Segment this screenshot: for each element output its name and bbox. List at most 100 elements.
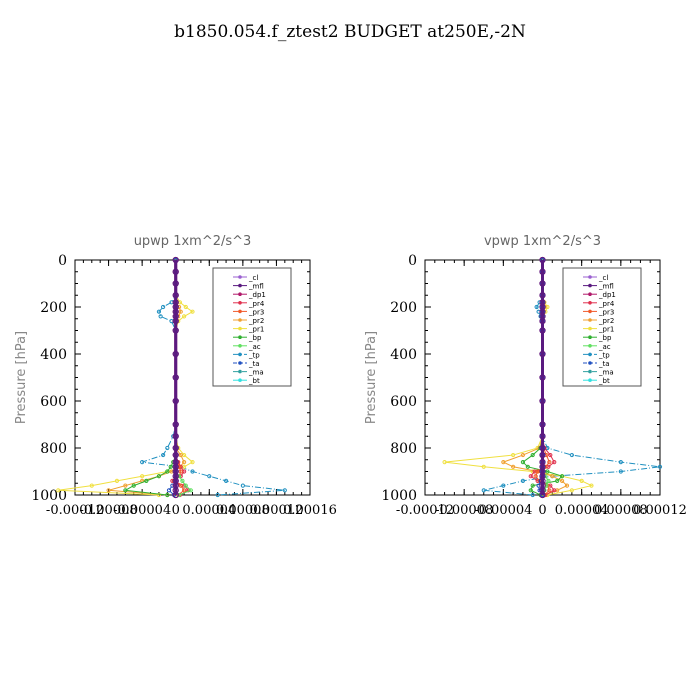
y-tick-label: 600 <box>390 394 417 410</box>
x-tick-label: -0.00008 <box>435 503 493 518</box>
data-point-pr1 <box>114 478 120 483</box>
legend-label-pr2: _pr2 <box>248 317 264 325</box>
data-point-mfl <box>172 374 179 381</box>
data-point-mfl <box>172 292 179 299</box>
x-tick-label: 0 <box>172 503 180 518</box>
legend-box <box>212 267 292 387</box>
data-point-mfl <box>539 433 546 440</box>
legend-label-ta: _ta <box>248 360 260 368</box>
y-tick-label: 400 <box>40 347 67 363</box>
data-point-tp <box>156 309 162 314</box>
legend-marker-tp <box>588 352 592 357</box>
data-point-pr2 <box>182 460 187 465</box>
data-point-pr2 <box>520 452 526 458</box>
legend-label-pr1: _pr1 <box>598 326 614 334</box>
data-point-mfl <box>539 256 546 264</box>
data-point-mfl <box>172 473 179 480</box>
data-point-mfl <box>172 433 179 440</box>
data-point-tp <box>161 304 166 310</box>
data-point-ac <box>176 492 182 498</box>
legend-marker-pr3 <box>588 309 592 314</box>
legend-marker-pr4 <box>238 301 242 305</box>
legend-label-bt: _bt <box>598 377 610 385</box>
data-point-mfl <box>539 491 546 499</box>
legend-label-mfl: _mfl <box>598 283 614 291</box>
data-point-ac <box>188 488 193 493</box>
data-point-bp <box>545 469 550 474</box>
legend-marker-dp1 <box>588 292 592 297</box>
data-point-pr3 <box>547 460 552 465</box>
data-point-pr2 <box>511 464 516 469</box>
legend-label-cl: _cl <box>598 274 608 282</box>
data-point-pr3 <box>178 483 183 488</box>
data-point-bp <box>168 464 173 469</box>
data-point-mfl <box>172 256 179 264</box>
legend-marker-cl <box>238 275 242 279</box>
data-point-tp <box>207 474 212 479</box>
data-point-bp <box>165 492 170 498</box>
legend-label-ma: _ma <box>248 369 264 377</box>
data-point-tp <box>215 492 220 498</box>
data-point-bp <box>156 474 162 479</box>
data-point-tp <box>618 469 623 474</box>
legend-label-dp1: _dp1 <box>598 291 616 299</box>
legend-marker-bt <box>588 378 592 383</box>
legend-label-pr3: _pr3 <box>598 308 614 316</box>
data-point-pr2 <box>123 483 128 488</box>
y-tick-label: 0 <box>408 253 417 269</box>
legend-label-tp: _tp <box>598 351 610 359</box>
data-point-mfl <box>172 421 179 428</box>
data-point-mfl <box>172 482 179 489</box>
series-line-pr2 <box>502 260 568 496</box>
data-point-mfl <box>539 482 546 489</box>
y-tick-label: 1000 <box>381 488 417 504</box>
data-point-pr1 <box>89 483 94 488</box>
legend-marker-ta <box>588 361 592 365</box>
y-tick-label: 800 <box>390 441 417 457</box>
x-tick-label: -0.00004 <box>113 503 171 518</box>
data-point-bp <box>123 488 128 493</box>
data-point-pr1 <box>190 460 195 465</box>
data-point-mfl <box>172 397 179 405</box>
legend-label-ac: _ac <box>598 343 611 351</box>
legend-marker-ma <box>588 369 592 374</box>
data-point-pr3 <box>182 488 187 493</box>
x-tick-label: 0.00008 <box>594 503 648 518</box>
x-tick-label: -0.00012 <box>396 503 454 518</box>
data-point-bp <box>530 452 535 458</box>
legend-label-ma: _ma <box>598 369 614 377</box>
data-point-mfl <box>539 268 546 275</box>
data-point-tp <box>530 492 535 498</box>
data-point-pr4 <box>528 474 533 479</box>
y-tick-label: 200 <box>390 300 417 316</box>
chart-panel-upwp: upwp 1xm^2/s^3 Pressure [hPa] 0 200 400 600 80… <box>14 234 337 518</box>
data-point-pr2 <box>550 474 555 479</box>
legend-marker-ac <box>588 344 592 348</box>
panel-title: upwp 1xm^2/s^3 <box>134 234 252 249</box>
data-point-mfl <box>172 491 179 499</box>
data-point-ta <box>170 483 175 488</box>
data-point-tp <box>140 460 145 465</box>
legend-label-ac: _ac <box>248 343 261 351</box>
data-point-pr1 <box>190 309 195 314</box>
legend-label-dp1: _dp1 <box>248 291 266 299</box>
data-point-mfl <box>539 421 546 428</box>
data-point-mfl <box>172 350 179 358</box>
y-axis-label: Pressure [hPa] <box>14 331 29 424</box>
data-point-pr1 <box>569 488 574 493</box>
panel-title: vpwp 1xm^2/s^3 <box>484 234 601 249</box>
legend-marker-bp <box>588 335 592 340</box>
data-point-ac <box>180 478 185 483</box>
data-point-tp <box>657 464 663 469</box>
x-tick-label: 0.00016 <box>283 503 337 518</box>
data-point-pr2 <box>106 488 111 493</box>
data-point-mfl <box>172 308 179 315</box>
data-point-pr1 <box>579 478 584 483</box>
data-point-mfl <box>539 280 546 287</box>
legend-marker-ta <box>238 361 242 365</box>
legend-marker-ac <box>238 344 242 348</box>
x-tick-label: 0.00012 <box>633 503 687 518</box>
legend-label-bt: _bt <box>248 377 260 385</box>
data-point-bp <box>131 483 136 488</box>
legend-label-bp: _bp <box>248 334 262 342</box>
